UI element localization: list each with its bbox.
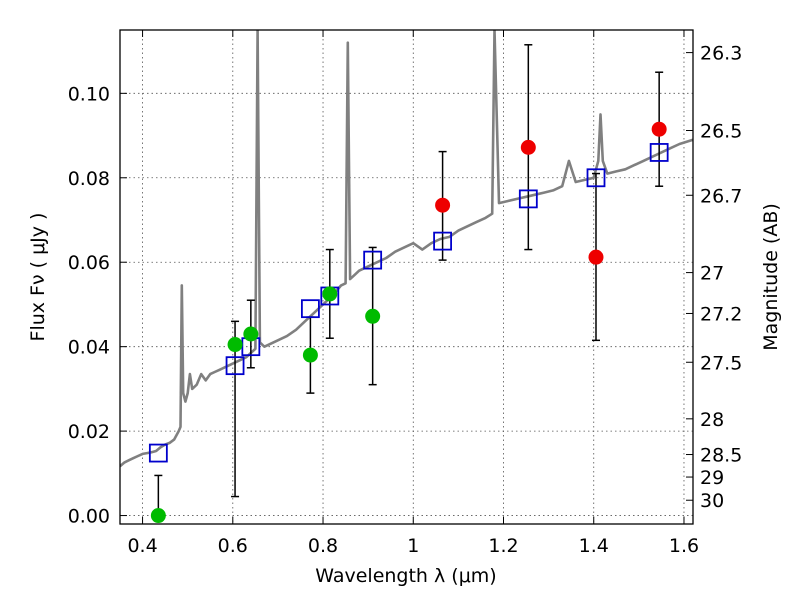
mag-tick-label: 26.7 [700,185,742,207]
y-tick-label: 0.10 [68,83,110,105]
y-axis-right-label: Magnitude (AB) [760,203,782,351]
observed-flux-point [150,508,166,524]
observed-flux-point [227,337,243,353]
tick-marks [120,30,693,524]
mag-tick-label: 29 [700,467,724,489]
model-photometry-box [363,250,383,270]
mag-tick-label: 26.3 [700,43,742,65]
mag-tick-label: 30 [700,490,724,512]
y-tick-label: 0.00 [68,506,110,528]
observed-flux-point [651,121,667,137]
observed-flux-point [365,308,381,324]
plot-frame [119,29,694,525]
plot-area [120,30,693,524]
x-tick-label: 1 [407,535,419,557]
model-photometry-box [148,443,168,463]
x-tick-label: 1.2 [488,535,518,557]
mag-tick-label: 28 [700,409,724,431]
observed-flux-point [243,326,259,342]
model-photometry-box [433,231,452,251]
x-tick-label: 1.6 [669,535,699,557]
mag-tick-label: 27.2 [700,303,742,325]
y-tick-label: 0.06 [68,252,110,274]
observed-flux-point [322,286,338,302]
sed-model-line [120,30,693,468]
x-tick-label: 0.6 [218,535,248,557]
observed-flux-point [520,139,536,155]
observed-flux-point [435,197,451,213]
y-axis-label: Flux Fν ( μJy ) [27,213,49,342]
mag-tick-label: 27.5 [700,352,742,374]
data-layer [120,30,693,524]
y-tick-label: 0.08 [68,168,110,190]
model-photometry-box [518,189,538,209]
model-photometry-box [586,168,606,188]
mag-tick-label: 26.5 [700,120,742,142]
observed-flux-point [588,249,604,265]
x-axis-label: Wavelength λ (μm) [315,565,496,587]
y-tick-label: 0.04 [68,337,110,359]
mag-tick-label: 28.5 [700,445,742,467]
model-photometry-box [649,143,669,162]
x-tick-label: 0.8 [308,535,338,557]
model-photometry-box [300,299,320,319]
x-tick-label: 1.4 [579,535,609,557]
observed-flux-point [302,347,318,363]
tick-labels: 0.4 0.6 0.8 1 1.2 1.4 1.6 0.00 0.02 0.04 0.06 0.08 0… [68,43,743,557]
y-tick-label: 0.02 [68,421,110,443]
mag-tick-label: 27 [700,263,724,285]
model-photometry-box [225,356,245,376]
x-tick-label: 0.4 [127,535,157,557]
grid-lines [120,30,693,524]
